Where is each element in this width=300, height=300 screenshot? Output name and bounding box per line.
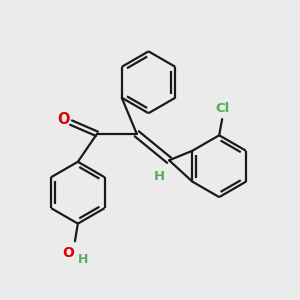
Text: O: O	[58, 112, 70, 127]
Text: H: H	[78, 253, 88, 266]
Text: Cl: Cl	[215, 102, 229, 115]
Text: H: H	[153, 170, 164, 183]
Text: O: O	[62, 246, 74, 260]
